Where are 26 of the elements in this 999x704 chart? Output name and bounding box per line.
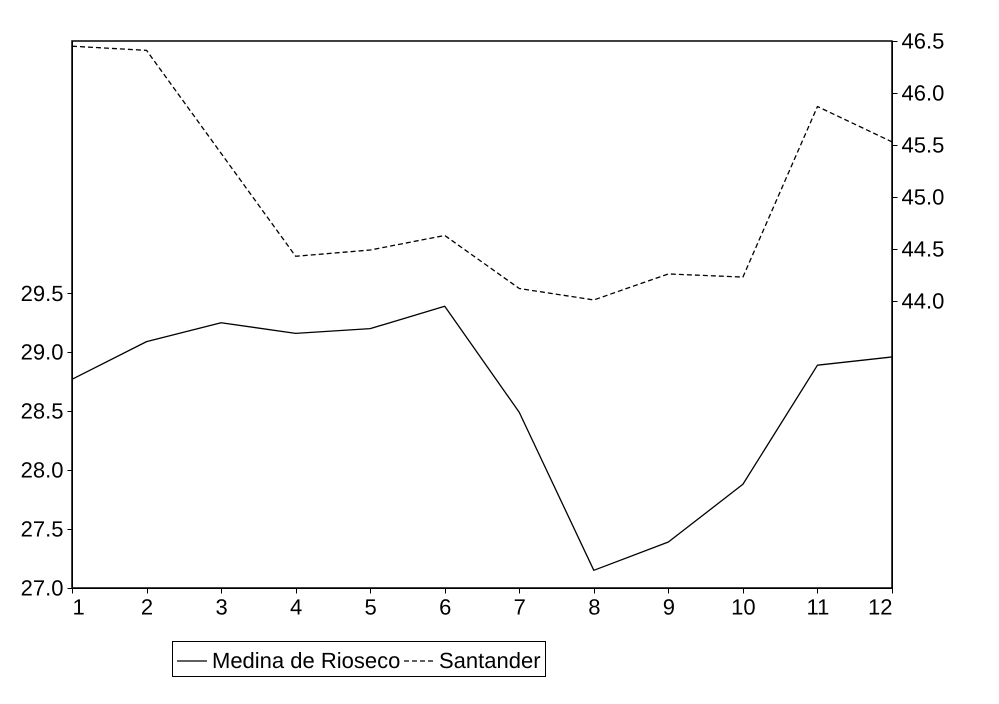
y2-tick-label: 46.0 xyxy=(902,80,944,106)
y2-tick-label: 45.0 xyxy=(902,184,944,210)
y-tick-label: 29.5 xyxy=(20,280,64,306)
x-tick-label: 9 xyxy=(662,594,675,620)
y2-tick-label: 45.5 xyxy=(902,132,944,158)
x-tick-label: 2 xyxy=(140,594,154,620)
x-tick-label: 12 xyxy=(868,594,892,620)
y-tick-label: 27.5 xyxy=(20,516,64,542)
x-tick-label: 6 xyxy=(439,594,452,620)
legend-label: Medina de Rioseco xyxy=(212,648,400,673)
y2-tick-label: 44.0 xyxy=(902,288,944,314)
y-tick-label: 29.0 xyxy=(20,340,64,365)
x-tick-label: 1 xyxy=(72,594,85,620)
x-tick-label: 4 xyxy=(290,594,302,620)
x-tick-label: 11 xyxy=(806,594,830,620)
x-tick-label: 8 xyxy=(588,594,600,620)
y2-tick-label: 44.5 xyxy=(902,236,944,262)
legend-label: Santander xyxy=(439,648,541,673)
y-tick-label: 28.5 xyxy=(20,398,64,424)
y-tick-label: 28.0 xyxy=(20,458,64,483)
y-tick-label: 27.0 xyxy=(20,576,64,600)
x-tick-label: 5 xyxy=(364,594,377,620)
x-tick-label: 3 xyxy=(215,594,228,620)
x-tick-label: 7 xyxy=(514,594,526,620)
y2-tick-label: 46.5 xyxy=(902,28,944,54)
x-tick-label: 10 xyxy=(731,594,756,620)
